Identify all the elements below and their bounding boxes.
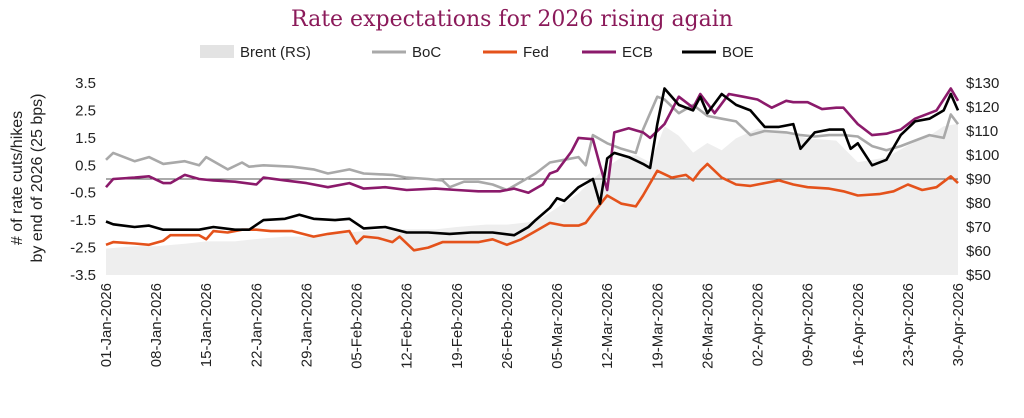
y-axis-title-line-1: # of rate cuts/hikes [9,111,26,245]
x-tick-label: 29-Jan-2026 [299,283,316,367]
x-axis: 01-Jan-2026 08-Jan-2026 15-Jan-2026 22-Jan-… [98,283,967,369]
right-y-axis: $130 $120 $110 $100 $90 $80 $70 $60 $50 [966,75,999,284]
plot-area [105,87,960,275]
right-y-tick-label: $110 [966,123,998,140]
left-y-tick-label: 3.5 [75,75,96,92]
x-tick-label: 02-Apr-2026 [750,283,767,366]
right-y-tick-label: $100 [966,147,999,164]
x-tick-label: 16-Apr-2026 [850,283,867,366]
right-y-tick-label: $90 [966,171,991,188]
x-tick-label: 01-Jan-2026 [98,283,115,367]
x-tick-label: 26-Feb-2026 [499,283,516,369]
x-tick-label: 09-Apr-2026 [800,283,817,366]
x-tick-label: 19-Mar-2026 [649,283,666,369]
legend-brent-rs-label: Brent (RS) [240,44,311,61]
x-tick-label: 05-Feb-2026 [349,283,366,369]
y-axis-title-line-2: by end of 2026 (25 bps) [29,93,46,262]
legend-boe-label: BOE [722,44,754,61]
right-y-tick-label: $70 [966,219,991,236]
series-boc-line [105,95,960,192]
series-brent-area [106,123,958,275]
left-y-tick-label: -2.5 [70,240,96,257]
left-y-axis: 3.5 2.5 1.5 0.5 -0.5 -1.5 -2.5 -3.5 [70,75,96,284]
x-tick-label: 19-Feb-2026 [449,283,466,369]
series-ecb-line [105,87,960,194]
series-boe-line [105,87,960,237]
legend-fed-label: Fed [523,44,549,61]
x-tick-label: 12-Mar-2026 [599,283,616,369]
x-tick-label: 26-Mar-2026 [699,283,716,369]
chart-title: Rate expectations for 2026 rising again [291,7,733,32]
legend-ecb-label: ECB [622,44,653,61]
x-tick-label: 12-Feb-2026 [399,283,416,369]
x-tick-label: 15-Jan-2026 [198,283,215,367]
series-fed-line [105,162,959,252]
x-tick-label: 05-Mar-2026 [549,283,566,369]
left-y-tick-label: -1.5 [70,212,96,229]
right-y-tick-label: $60 [966,243,991,260]
right-y-tick-label: $120 [966,99,999,116]
x-tick-label: 30-Apr-2026 [950,283,967,366]
right-y-tick-label: $80 [966,195,991,212]
left-y-tick-label: 1.5 [75,130,96,147]
x-tick-label: 23-Apr-2026 [900,283,917,366]
chart-legend: Brent (RS) BoC Fed ECB BOE [200,44,754,61]
x-tick-label: 08-Jan-2026 [148,283,165,367]
left-y-tick-label: 2.5 [75,102,96,119]
left-y-tick-label: 0.5 [75,157,96,174]
legend-brent-swatch [200,45,234,58]
left-y-tick-label: -3.5 [70,267,96,284]
legend-boc-label: BoC [412,44,441,61]
left-y-tick-label: -0.5 [70,185,96,202]
right-y-tick-label: $50 [966,267,991,284]
right-y-tick-label: $130 [966,75,999,92]
x-tick-label: 22-Jan-2026 [248,283,265,367]
